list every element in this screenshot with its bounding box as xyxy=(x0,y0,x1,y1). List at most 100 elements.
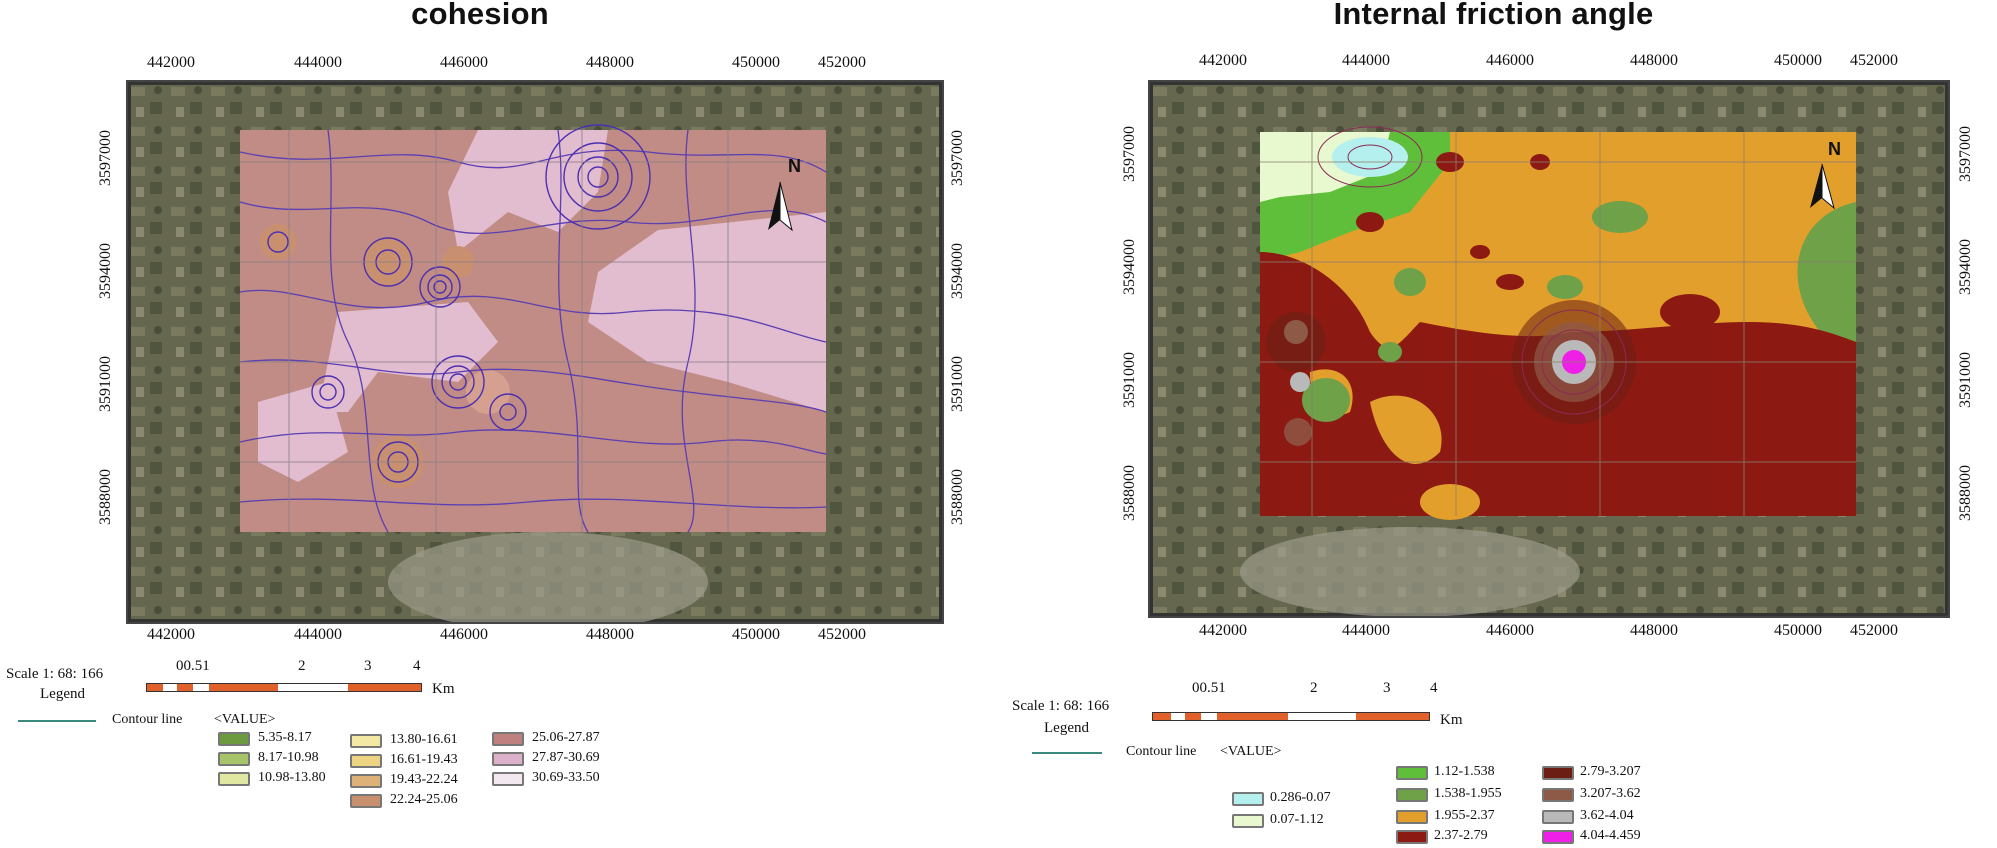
x-tick-top: 452000 xyxy=(818,54,866,71)
x-tick-bottom: 450000 xyxy=(1774,622,1822,639)
y-tick-right: 3591000 xyxy=(949,356,966,412)
legend-item: 2.79-3.207 xyxy=(1580,764,1641,779)
legend-item: 19.43-22.24 xyxy=(390,772,458,787)
legend-swatch xyxy=(1232,792,1264,806)
y-tick-left: 3597000 xyxy=(1121,126,1138,182)
legend-swatch xyxy=(1542,788,1574,802)
contour-line-label: Contour line xyxy=(1126,744,1197,759)
legend-item: 5.35-8.17 xyxy=(258,730,312,745)
legend-item: 8.17-10.98 xyxy=(258,750,319,765)
scale-number: 2 xyxy=(298,658,306,674)
x-tick-top: 448000 xyxy=(1630,52,1678,69)
x-tick-top: 452000 xyxy=(1850,52,1898,69)
legend-swatch xyxy=(492,732,524,746)
legend-item: 22.24-25.06 xyxy=(390,792,458,807)
scale-unit: Km xyxy=(432,681,455,697)
legend-label: Legend xyxy=(1044,720,1089,736)
legend-item: 27.87-30.69 xyxy=(532,750,600,765)
north-label: N xyxy=(1828,139,1841,159)
legend-swatch xyxy=(350,794,382,808)
y-tick-right: 3594000 xyxy=(949,243,966,299)
x-tick-bottom: 442000 xyxy=(147,626,195,643)
x-tick-bottom: 450000 xyxy=(732,626,780,643)
scale-number: 00.51 xyxy=(176,658,210,674)
north-label: N xyxy=(788,156,801,176)
legend-swatch xyxy=(1396,788,1428,802)
scale-number: 4 xyxy=(1430,680,1438,696)
x-tick-top: 450000 xyxy=(732,54,780,71)
y-tick-left: 3597000 xyxy=(97,130,114,186)
scale-number: 3 xyxy=(364,658,372,674)
cohesion-panel: cohesion 442000 444000 446000 448000 450… xyxy=(0,0,966,848)
x-tick-top: 450000 xyxy=(1774,52,1822,69)
x-tick-bottom: 446000 xyxy=(440,626,488,643)
scale-label: Scale 1: 68: 166 xyxy=(6,666,104,682)
y-tick-right: 3588000 xyxy=(949,469,966,525)
legend-swatch xyxy=(1542,830,1574,844)
x-tick-top: 446000 xyxy=(440,54,488,71)
cohesion-map: N xyxy=(126,80,944,624)
x-tick-top: 442000 xyxy=(147,54,195,71)
friction-panel: Internal friction angle 442000 444000 44… xyxy=(990,0,1997,848)
legend-swatch xyxy=(218,752,250,766)
legend-item: 1.538-1.955 xyxy=(1434,786,1502,801)
north-arrow-icon xyxy=(1810,163,1835,210)
x-tick-top: 444000 xyxy=(294,54,342,71)
contour-line-symbol xyxy=(1032,752,1102,754)
scale-number: 4 xyxy=(413,658,421,674)
legend-swatch xyxy=(1396,830,1428,844)
legend-swatch xyxy=(1396,810,1428,824)
legend-item: 0.286-0.07 xyxy=(1270,790,1331,805)
legend-swatch xyxy=(218,732,250,746)
legend-swatch xyxy=(1542,766,1574,780)
legend-item: 3.62-4.04 xyxy=(1580,808,1634,823)
friction-title: Internal friction angle xyxy=(1333,0,1654,31)
legend-swatch xyxy=(350,754,382,768)
x-tick-top: 446000 xyxy=(1486,52,1534,69)
value-label: <VALUE> xyxy=(214,712,276,727)
legend-swatch xyxy=(350,774,382,788)
x-tick-top: 444000 xyxy=(1342,52,1390,69)
x-tick-bottom: 448000 xyxy=(1630,622,1678,639)
y-tick-left: 3591000 xyxy=(1121,352,1138,408)
y-tick-left: 3594000 xyxy=(1121,239,1138,295)
legend-item: 16.61-19.43 xyxy=(390,752,458,767)
x-tick-top: 448000 xyxy=(586,54,634,71)
scale-number: 00.51 xyxy=(1192,680,1226,696)
x-tick-bottom: 452000 xyxy=(818,626,866,643)
friction-map: N xyxy=(1148,80,1950,618)
y-tick-right: 3591000 xyxy=(1957,352,1974,408)
y-tick-left: 3591000 xyxy=(97,356,114,412)
legend-swatch xyxy=(1542,810,1574,824)
x-tick-bottom: 448000 xyxy=(586,626,634,643)
value-label: <VALUE> xyxy=(1220,744,1282,759)
legend-label: Legend xyxy=(40,686,85,702)
legend-item: 10.98-13.80 xyxy=(258,770,326,785)
contour-line-symbol xyxy=(18,720,96,722)
legend-swatch xyxy=(1396,766,1428,780)
legend-item: 2.37-2.79 xyxy=(1434,828,1488,843)
scale-unit: Km xyxy=(1440,712,1463,728)
scale-bar xyxy=(1152,712,1430,721)
contour-line-label: Contour line xyxy=(112,712,183,727)
legend-item: 1.955-2.37 xyxy=(1434,808,1495,823)
x-tick-bottom: 444000 xyxy=(1342,622,1390,639)
scale-bar xyxy=(146,683,422,692)
y-tick-right: 3597000 xyxy=(1957,126,1974,182)
legend-item: 4.04-4.459 xyxy=(1580,828,1641,843)
scale-label: Scale 1: 68: 166 xyxy=(1012,698,1110,714)
y-tick-left: 3588000 xyxy=(97,469,114,525)
y-tick-right: 3594000 xyxy=(1957,239,1974,295)
legend-swatch xyxy=(218,772,250,786)
legend-item: 1.12-1.538 xyxy=(1434,764,1495,779)
legend-item: 3.207-3.62 xyxy=(1580,786,1641,801)
x-tick-bottom: 452000 xyxy=(1850,622,1898,639)
y-tick-right: 3597000 xyxy=(949,130,966,186)
scale-number: 3 xyxy=(1383,680,1391,696)
legend-swatch xyxy=(492,752,524,766)
legend-item: 30.69-33.50 xyxy=(532,770,600,785)
legend-item: 25.06-27.87 xyxy=(532,730,600,745)
x-tick-bottom: 442000 xyxy=(1199,622,1247,639)
cohesion-title: cohesion xyxy=(411,0,549,31)
scale-number: 2 xyxy=(1310,680,1318,696)
